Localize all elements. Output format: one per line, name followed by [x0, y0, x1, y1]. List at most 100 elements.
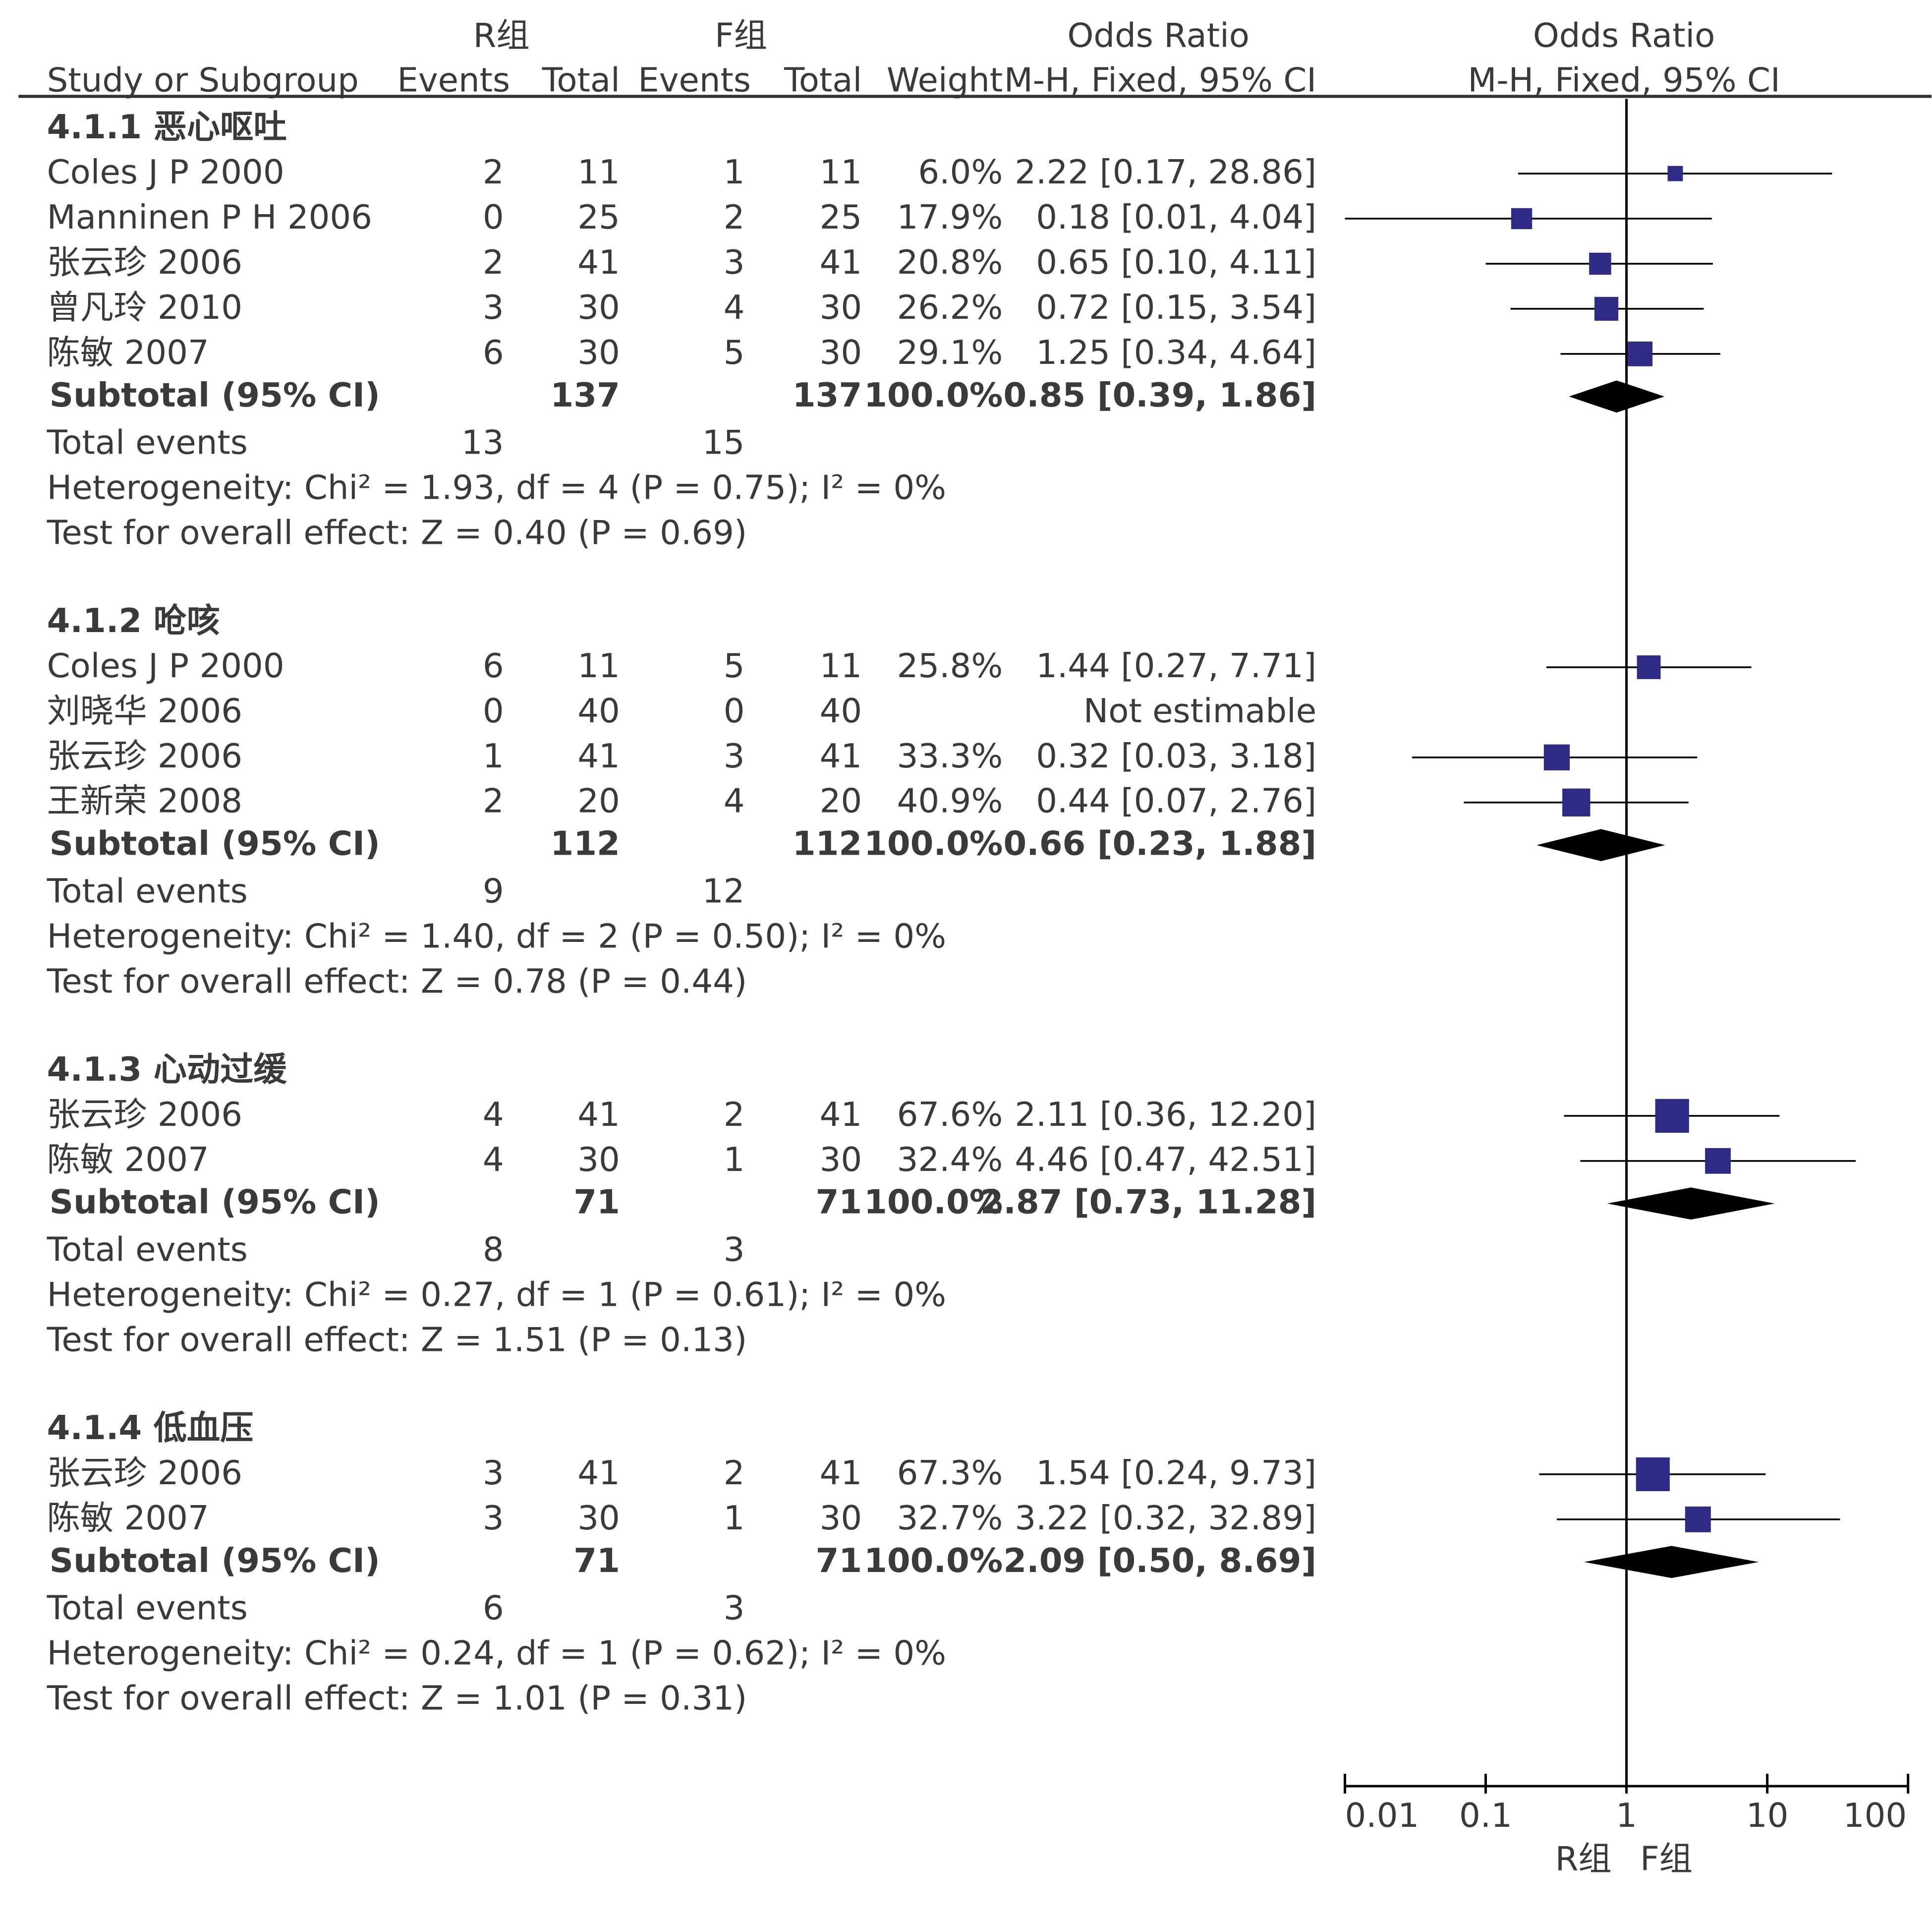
subtotal-diamond [1607, 1187, 1775, 1220]
total-f: 30 [820, 333, 862, 372]
total-r: 30 [577, 288, 620, 327]
method-header: M-H, Fixed, 95% CI [1004, 60, 1316, 99]
events-r: 0 [483, 692, 504, 730]
point-estimate-marker [1705, 1148, 1731, 1174]
overall-effect-text: Test for overall effect: Z = 1.01 (P = 0… [47, 1679, 747, 1718]
subgroup-title: 4.1.1 恶心呕吐 [47, 108, 287, 146]
events-r: 2 [483, 243, 504, 282]
favours-f-label: F组 [1640, 1839, 1693, 1878]
favours-r-label: R组 [1555, 1839, 1612, 1878]
total-events-r: 6 [483, 1589, 504, 1628]
heterogeneity-text: Heterogeneity: Chi² = 1.40, df = 2 (P = … [47, 917, 946, 956]
ci-value: 4.46 [0.47, 42.51] [1015, 1140, 1316, 1179]
ci-value: 0.18 [0.01, 4.04] [1036, 198, 1316, 236]
study-name: Manninen P H 2006 [47, 198, 372, 236]
study-name: 曾凡玲 2010 [47, 288, 242, 327]
total-events-label: Total events [47, 1230, 248, 1269]
events-f: 1 [724, 1140, 745, 1179]
events-header-2: Events [638, 60, 751, 99]
total-r: 41 [577, 737, 620, 775]
point-estimate-marker [1636, 1457, 1670, 1491]
weight-value: 67.3% [897, 1454, 1003, 1492]
total-f: 41 [820, 737, 862, 775]
total-r: 41 [577, 1454, 620, 1492]
ci-value: Not estimable [1083, 692, 1316, 730]
weight-value: 17.9% [897, 198, 1003, 236]
subtotal-diamond [1536, 829, 1665, 862]
odds-ratio-plot-header: Odds Ratio [1533, 16, 1715, 55]
point-estimate-marker [1685, 1506, 1711, 1532]
total-r: 11 [577, 646, 620, 685]
total-r: 41 [577, 243, 620, 282]
subtotal-weight: 100.0% [864, 1541, 1003, 1580]
events-r: 3 [483, 1454, 504, 1492]
events-r: 6 [483, 646, 504, 685]
ci-value: 0.72 [0.15, 3.54] [1036, 288, 1316, 327]
events-f: 3 [724, 737, 745, 775]
total-events-r: 9 [483, 872, 504, 911]
events-f: 4 [724, 782, 745, 820]
odds-ratio-header: Odds Ratio [1067, 16, 1249, 55]
total-f: 30 [820, 1499, 862, 1537]
total-header-2: Total [784, 60, 862, 99]
weight-header: Weight [887, 60, 1003, 99]
total-r: 30 [577, 333, 620, 372]
point-estimate-marker [1655, 1099, 1689, 1133]
subtotal-weight: 100.0% [864, 1183, 1003, 1221]
ci-value: 3.22 [0.32, 32.89] [1015, 1499, 1316, 1537]
subtotal-total-r: 71 [573, 1183, 620, 1221]
study-name: 王新荣 2008 [47, 782, 242, 820]
total-events-r: 13 [461, 423, 504, 462]
events-header-1: Events [397, 60, 510, 99]
events-r: 6 [483, 333, 504, 372]
subtotal-label: Subtotal (95% CI) [50, 1541, 380, 1580]
events-f: 5 [724, 333, 745, 372]
events-f: 5 [724, 646, 745, 685]
total-events-f: 15 [702, 423, 745, 462]
point-estimate-marker [1667, 166, 1683, 181]
total-f: 30 [820, 288, 862, 327]
total-f: 41 [820, 1454, 862, 1492]
heterogeneity-text: Heterogeneity: Chi² = 0.27, df = 1 (P = … [47, 1276, 946, 1314]
events-f: 4 [724, 288, 745, 327]
ci-value: 0.32 [0.03, 3.18] [1036, 737, 1316, 775]
events-r: 2 [483, 782, 504, 820]
subtotal-total-f: 112 [793, 824, 862, 863]
ci-value: 2.11 [0.36, 12.20] [1015, 1095, 1316, 1134]
subtotal-label: Subtotal (95% CI) [50, 1183, 380, 1221]
events-f: 1 [724, 153, 745, 191]
subtotal-ci: 0.85 [0.39, 1.86] [1003, 376, 1316, 414]
events-r: 3 [483, 1499, 504, 1537]
x-tick-label: 1 [1616, 1796, 1637, 1835]
subtotal-total-r: 137 [550, 376, 620, 414]
total-r: 41 [577, 1095, 620, 1134]
x-tick-label: 0.01 [1345, 1796, 1419, 1835]
total-f: 25 [820, 198, 862, 236]
total-f: 41 [820, 1095, 862, 1134]
point-estimate-marker [1562, 788, 1591, 816]
events-r: 4 [483, 1095, 504, 1134]
subtotal-total-f: 71 [816, 1541, 862, 1580]
events-r: 3 [483, 288, 504, 327]
events-f: 2 [724, 1095, 745, 1134]
events-f: 2 [724, 1454, 745, 1492]
subtotal-ci: 2.87 [0.73, 11.28] [980, 1183, 1317, 1221]
subtotal-total-f: 71 [816, 1183, 862, 1221]
total-events-label: Total events [47, 1589, 248, 1628]
total-r: 30 [577, 1499, 620, 1537]
ci-value: 2.22 [0.17, 28.86] [1015, 153, 1316, 191]
total-r: 11 [577, 153, 620, 191]
total-events-f: 12 [702, 872, 745, 911]
point-estimate-marker [1589, 252, 1611, 275]
subtotal-label: Subtotal (95% CI) [50, 824, 380, 863]
point-estimate-marker [1637, 655, 1661, 679]
events-f: 1 [724, 1499, 745, 1537]
subtotal-total-f: 137 [793, 376, 862, 414]
study-name: Coles J P 2000 [47, 153, 284, 191]
weight-value: 33.3% [897, 737, 1003, 775]
events-r: 4 [483, 1140, 504, 1179]
total-events-label: Total events [47, 423, 248, 462]
ci-value: 0.44 [0.07, 2.76] [1036, 782, 1316, 820]
point-estimate-marker [1628, 341, 1653, 366]
study-column-header: Study or Subgroup [47, 60, 359, 99]
